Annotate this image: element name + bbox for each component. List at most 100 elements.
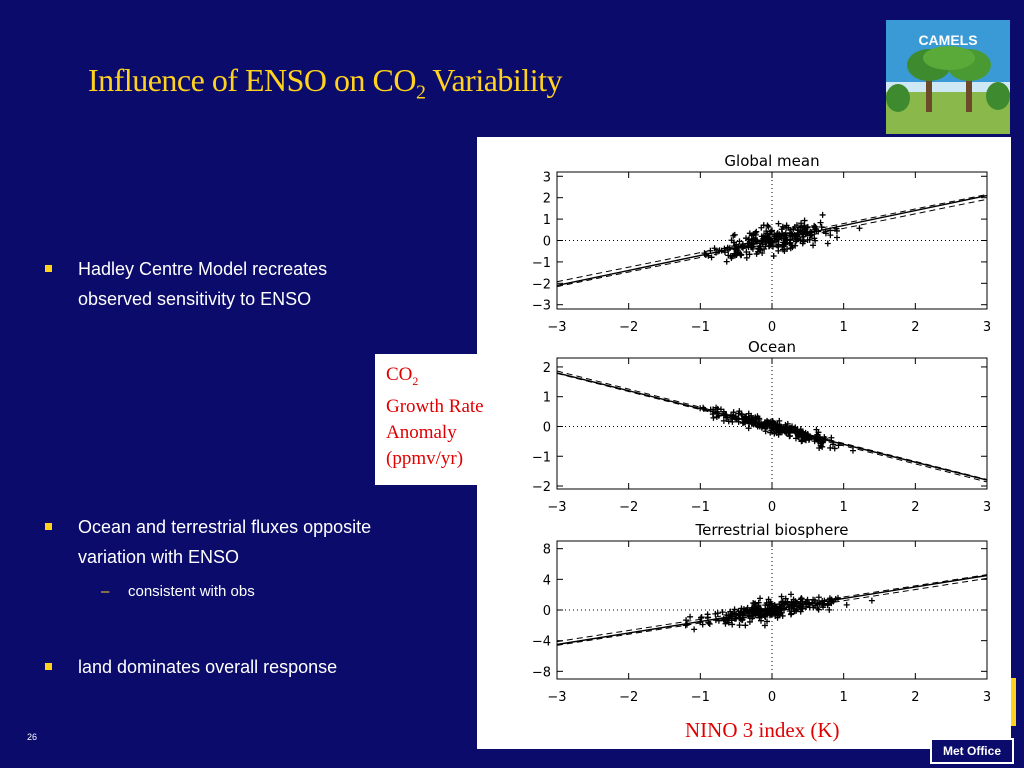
data-point	[806, 600, 813, 607]
data-point	[785, 224, 792, 231]
data-point	[707, 247, 714, 254]
data-point	[702, 252, 709, 259]
data-point	[804, 223, 811, 230]
data-point	[759, 249, 766, 256]
x-tick-label: 0	[768, 500, 776, 515]
x-tick-label: 1	[840, 320, 848, 335]
scatter-panels: Global mean −3 −2 −1 0 1 2 3 −3 −2 −1 0 1 2 3 Ocean −3 −2…	[532, 152, 991, 705]
y-tick-label: −1	[532, 256, 551, 271]
data-point	[743, 254, 750, 261]
data-point	[775, 247, 782, 254]
data-point	[787, 591, 794, 598]
data-point	[762, 428, 769, 435]
x-tick-label: −1	[691, 320, 710, 335]
data-point	[746, 230, 753, 237]
data-point	[764, 417, 771, 424]
data-point	[757, 605, 764, 612]
data-point	[833, 234, 840, 241]
data-point	[788, 610, 795, 617]
data-point	[752, 419, 759, 426]
slide-title: Influence of ENSO on CO2 Variability	[88, 62, 562, 104]
data-point	[770, 252, 777, 259]
data-point	[771, 610, 778, 617]
data-point	[712, 610, 719, 617]
y-tick-label: 2	[543, 361, 551, 376]
data-point	[790, 225, 797, 232]
met-office-logo: Met Office	[930, 738, 1014, 764]
data-point	[819, 597, 826, 604]
data-point	[849, 447, 856, 454]
y-tick-label: 3	[543, 170, 551, 185]
x-tick-label: 3	[983, 500, 991, 515]
bullet-1-line1: Hadley Centre Model recreates	[78, 259, 328, 279]
data-point	[723, 412, 730, 419]
data-point	[737, 251, 744, 258]
data-point	[828, 434, 835, 441]
bullet-mark	[45, 523, 52, 530]
x-tick-label: 0	[768, 320, 776, 335]
data-point	[769, 227, 776, 234]
data-point	[843, 601, 850, 608]
co2-axis-label: CO2 Growth Rate Anomaly (ppmv/yr)	[375, 354, 521, 485]
y-tick-label: 0	[543, 604, 551, 619]
y-tick-label: 1	[543, 391, 551, 406]
data-point	[787, 240, 794, 247]
data-point	[777, 233, 784, 240]
x-tick-label: −1	[691, 690, 710, 705]
title-rest: Variability	[425, 62, 562, 98]
data-point	[806, 604, 813, 611]
data-point	[798, 595, 805, 602]
data-point	[777, 607, 784, 614]
co2-label-line3: Anomaly	[386, 421, 457, 443]
y-tick-label: −1	[532, 450, 551, 465]
data-point	[752, 600, 759, 607]
data-point	[792, 424, 799, 431]
data-point	[723, 258, 730, 265]
data-point	[764, 222, 771, 229]
bullet-3-line1: land dominates overall response	[78, 657, 338, 677]
data-point	[767, 228, 774, 235]
data-point	[756, 245, 763, 252]
data-point	[715, 412, 722, 419]
title-main: Influence of ENSO on CO	[88, 62, 416, 98]
data-point	[778, 593, 785, 600]
data-point	[796, 429, 803, 436]
camels-logo: CAMELS	[886, 20, 1010, 134]
data-point	[801, 222, 808, 229]
data-point	[793, 236, 800, 243]
bullet-1: Hadley Centre Model recreates observed s…	[45, 254, 328, 314]
data-point	[815, 429, 822, 436]
data-point	[824, 240, 831, 247]
y-tick-label: −8	[532, 665, 551, 680]
x-tick-label: 3	[983, 320, 991, 335]
data-point	[725, 252, 732, 259]
data-point	[691, 626, 698, 633]
data-point	[816, 444, 823, 451]
data-point	[797, 596, 804, 603]
data-point	[706, 621, 713, 628]
x-tick-label: 1	[840, 690, 848, 705]
data-point	[746, 607, 753, 614]
y-tick-label: 4	[543, 573, 551, 588]
data-point	[809, 599, 816, 606]
data-point	[719, 609, 726, 616]
data-point	[700, 404, 707, 411]
bullet-2-line2: variation with ENSO	[78, 547, 240, 567]
y-tick-label: −2	[532, 480, 551, 495]
data-point	[775, 220, 782, 227]
x-tick-label: 3	[983, 690, 991, 705]
data-point	[742, 419, 749, 426]
bullet-mark	[45, 265, 52, 272]
data-point	[683, 617, 690, 624]
x-tick-label: 2	[911, 500, 919, 515]
y-tick-label: 2	[543, 192, 551, 207]
bullet-mark	[45, 663, 52, 670]
data-point	[820, 601, 827, 608]
co2-label-line2: Growth Rate	[386, 395, 484, 417]
data-point	[775, 236, 782, 243]
data-point	[779, 223, 786, 230]
data-point	[799, 240, 806, 247]
data-point	[764, 618, 771, 625]
data-point	[740, 614, 747, 621]
x-tick-label: 1	[840, 500, 848, 515]
